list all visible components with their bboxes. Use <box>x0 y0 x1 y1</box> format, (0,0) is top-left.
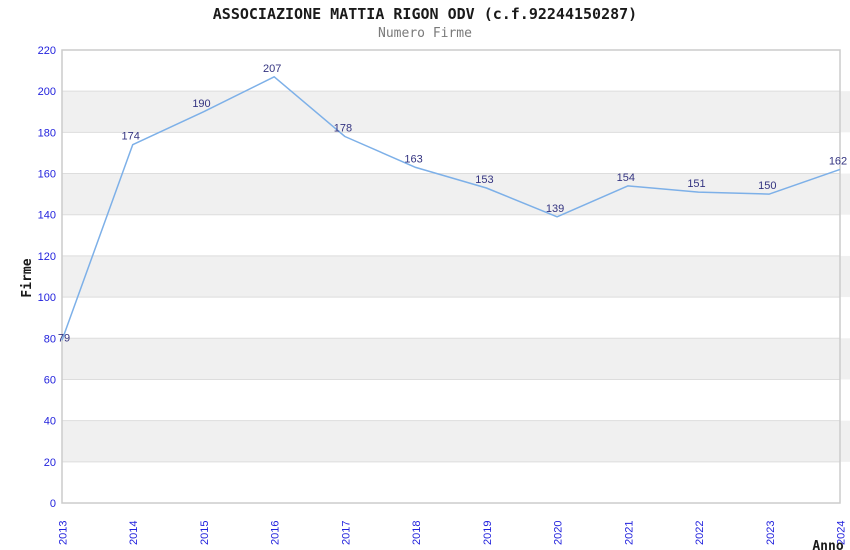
data-point-label: 190 <box>192 98 210 110</box>
y-tick-label: 60 <box>44 374 56 386</box>
grid-lines <box>62 90 840 463</box>
x-tick-label: 2024 <box>836 521 848 545</box>
band <box>62 91 850 133</box>
data-point-label: 154 <box>617 172 635 184</box>
y-tick-label: 20 <box>44 457 56 469</box>
x-tick-label: 2015 <box>199 521 211 545</box>
plot-border <box>61 49 841 504</box>
x-tick-label: 2014 <box>128 521 140 545</box>
x-tick-label: 2017 <box>340 521 352 545</box>
y-tick-label: 80 <box>44 333 56 345</box>
band <box>62 420 850 462</box>
value-labels: 79 174 190 207 178 163 153 139 154 151 150 162 <box>58 63 847 344</box>
y-tick-label: 140 <box>38 210 56 222</box>
x-axis-tick-labels: 2013 2014 2015 2016 2017 2018 2019 2020 2021 2022… <box>58 521 848 545</box>
x-tick-label: 2022 <box>694 521 706 545</box>
data-point-label: 178 <box>334 123 352 135</box>
y-tick-label: 40 <box>44 416 56 428</box>
data-point-label: 150 <box>758 180 776 192</box>
data-point-label: 207 <box>263 63 281 75</box>
band <box>62 338 850 380</box>
data-point-label: 162 <box>829 155 847 167</box>
x-tick-label: 2016 <box>270 521 282 545</box>
y-tick-label: 200 <box>38 86 56 98</box>
y-tick-label: 0 <box>50 498 56 510</box>
x-tick-label: 2023 <box>765 521 777 545</box>
data-point-label: 174 <box>122 131 140 143</box>
x-tick-label: 2021 <box>623 521 635 545</box>
y-axis-tick-labels: 0 20 40 60 80 100 120 140 160 180 200 220 <box>38 45 56 510</box>
x-tick-label: 2018 <box>411 521 423 545</box>
chart-title: ASSOCIAZIONE MATTIA RIGON ODV (c.f.92244… <box>212 5 638 23</box>
x-tick-label: 2020 <box>553 521 565 545</box>
data-point-label: 151 <box>687 178 705 190</box>
data-point-label: 79 <box>58 332 70 344</box>
data-series <box>61 76 841 341</box>
x-axis-title: Anno <box>812 539 843 550</box>
chart-subtitle: Numero Firme <box>378 26 472 41</box>
y-axis-title: Firme <box>20 258 35 297</box>
data-point-label: 153 <box>475 174 493 186</box>
data-point-label: 163 <box>404 153 422 165</box>
y-tick-label: 100 <box>38 292 56 304</box>
x-tick-label: 2019 <box>482 521 494 545</box>
data-line <box>61 76 841 341</box>
band <box>62 173 850 215</box>
data-point-label: 139 <box>546 203 564 215</box>
y-tick-label: 220 <box>38 45 56 57</box>
y-tick-label: 180 <box>38 127 56 139</box>
y-tick-label: 160 <box>38 169 56 181</box>
y-tick-label: 120 <box>38 251 56 263</box>
band <box>62 255 850 298</box>
x-tick-label: 2013 <box>58 521 70 545</box>
plot-bands <box>62 91 850 462</box>
